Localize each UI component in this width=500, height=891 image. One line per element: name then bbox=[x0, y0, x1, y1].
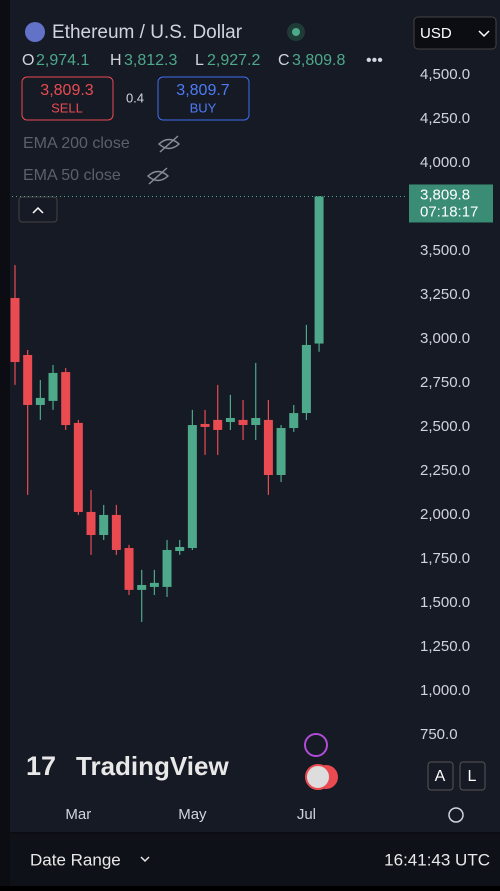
countdown: 07:18:17 bbox=[420, 203, 478, 220]
scale-button[interactable] bbox=[427, 761, 454, 791]
last-price-label: 3,809.8 bbox=[420, 186, 470, 203]
sell-price[interactable]: 3,809.3 bbox=[40, 82, 93, 99]
candle-body bbox=[10, 297, 20, 363]
ohlc-prefix: L bbox=[195, 52, 204, 69]
y-tick-label: 1,250.0 bbox=[420, 638, 470, 655]
candle-body bbox=[149, 582, 159, 587]
x-tick-label: Mar bbox=[65, 806, 91, 823]
scale-button-label[interactable]: A bbox=[435, 768, 446, 785]
scale-button-label[interactable]: L bbox=[468, 768, 477, 785]
candle-body bbox=[251, 417, 261, 426]
ohlc-prefix: O bbox=[22, 52, 34, 69]
candle-body bbox=[301, 344, 311, 414]
y-tick-label: 3,500.0 bbox=[420, 242, 470, 259]
candle-body bbox=[137, 584, 147, 590]
candle-body bbox=[314, 196, 324, 344]
collapse-chevron bbox=[32, 206, 44, 214]
y-tick-label: 2,500.0 bbox=[420, 418, 470, 435]
indicator-label: EMA 200 close bbox=[23, 135, 130, 152]
y-tick-label: 750.0 bbox=[420, 726, 458, 743]
y-tick-label: 4,250.0 bbox=[420, 110, 470, 127]
last-price-tag bbox=[409, 184, 493, 223]
ohlc-value: 3,812.3 bbox=[124, 52, 177, 69]
candle-body bbox=[61, 372, 71, 426]
symbol-title: Ethereum / U.S. Dollar bbox=[52, 22, 243, 43]
candle-body bbox=[23, 354, 33, 405]
logo-mark: 17 bbox=[26, 751, 56, 781]
sell-button[interactable] bbox=[21, 76, 114, 121]
ohlc-value: 2,974.1 bbox=[36, 52, 89, 69]
candle-body bbox=[200, 423, 210, 427]
y-tick-label: 1,500.0 bbox=[420, 594, 470, 611]
ohlc-prefix: H bbox=[110, 52, 122, 69]
indicator-label: EMA 50 close bbox=[23, 167, 121, 184]
candle-body bbox=[111, 514, 121, 550]
candle-body bbox=[213, 419, 223, 430]
currency-button[interactable] bbox=[413, 16, 497, 50]
collapse-button[interactable] bbox=[18, 196, 58, 223]
y-tick-label: 2,000.0 bbox=[420, 506, 470, 523]
footer-bar bbox=[10, 834, 500, 886]
candle-body bbox=[238, 419, 248, 426]
candle-body bbox=[263, 419, 273, 476]
clock[interactable]: 16:41:43 UTC bbox=[384, 850, 490, 869]
y-tick-label: 4,000.0 bbox=[420, 154, 470, 171]
currency-chevron bbox=[478, 30, 490, 38]
ohlc-value: 3,809.8 bbox=[292, 52, 345, 69]
more-dots[interactable]: ••• bbox=[366, 52, 383, 69]
candle-body bbox=[187, 425, 197, 549]
hide-icon[interactable] bbox=[157, 135, 181, 153]
y-tick-label: 4,500.0 bbox=[420, 66, 470, 83]
sell-label[interactable]: SELL bbox=[51, 100, 83, 115]
date-range[interactable]: Date Range bbox=[30, 850, 121, 869]
status-dot bbox=[292, 28, 300, 36]
y-tick-label: 1,750.0 bbox=[420, 550, 470, 567]
candle-body bbox=[48, 372, 58, 401]
x-tick-label: Jul bbox=[297, 806, 316, 823]
ohlc-value: 2,927.2 bbox=[207, 52, 260, 69]
ohlc-prefix: C bbox=[278, 52, 290, 69]
flag-icon[interactable] bbox=[305, 764, 331, 790]
watermark: TradingView bbox=[76, 751, 229, 781]
settings-icon[interactable] bbox=[448, 807, 464, 823]
buy-label[interactable]: BUY bbox=[190, 100, 217, 115]
buy-button[interactable] bbox=[157, 76, 250, 121]
promo-icon[interactable] bbox=[304, 733, 328, 757]
candle-body bbox=[73, 422, 83, 512]
currency-label[interactable]: USD bbox=[420, 25, 452, 42]
candle-body bbox=[86, 511, 96, 536]
y-tick-label: 3,000.0 bbox=[420, 330, 470, 347]
y-tick-label: 1,000.0 bbox=[420, 682, 470, 699]
y-tick-label: 2,250.0 bbox=[420, 462, 470, 479]
scale-button[interactable] bbox=[459, 761, 486, 791]
candle-body bbox=[175, 546, 185, 552]
buy-price[interactable]: 3,809.7 bbox=[176, 82, 229, 99]
candle-body bbox=[225, 417, 235, 423]
candle-body bbox=[99, 514, 109, 536]
y-tick-label: 3,250.0 bbox=[420, 286, 470, 303]
symbol-icon bbox=[25, 22, 45, 42]
candle-body bbox=[289, 413, 299, 429]
candle-body bbox=[276, 428, 286, 476]
date-range-chevron bbox=[140, 856, 150, 863]
candle-body bbox=[162, 549, 172, 587]
hide-icon[interactable] bbox=[146, 167, 170, 185]
chart-panel bbox=[10, 0, 500, 832]
candle-body bbox=[124, 548, 134, 590]
x-tick-label: May bbox=[178, 806, 207, 823]
spread: 0.4 bbox=[126, 90, 144, 105]
y-tick-label: 2,750.0 bbox=[420, 374, 470, 391]
candle-body bbox=[35, 397, 45, 405]
